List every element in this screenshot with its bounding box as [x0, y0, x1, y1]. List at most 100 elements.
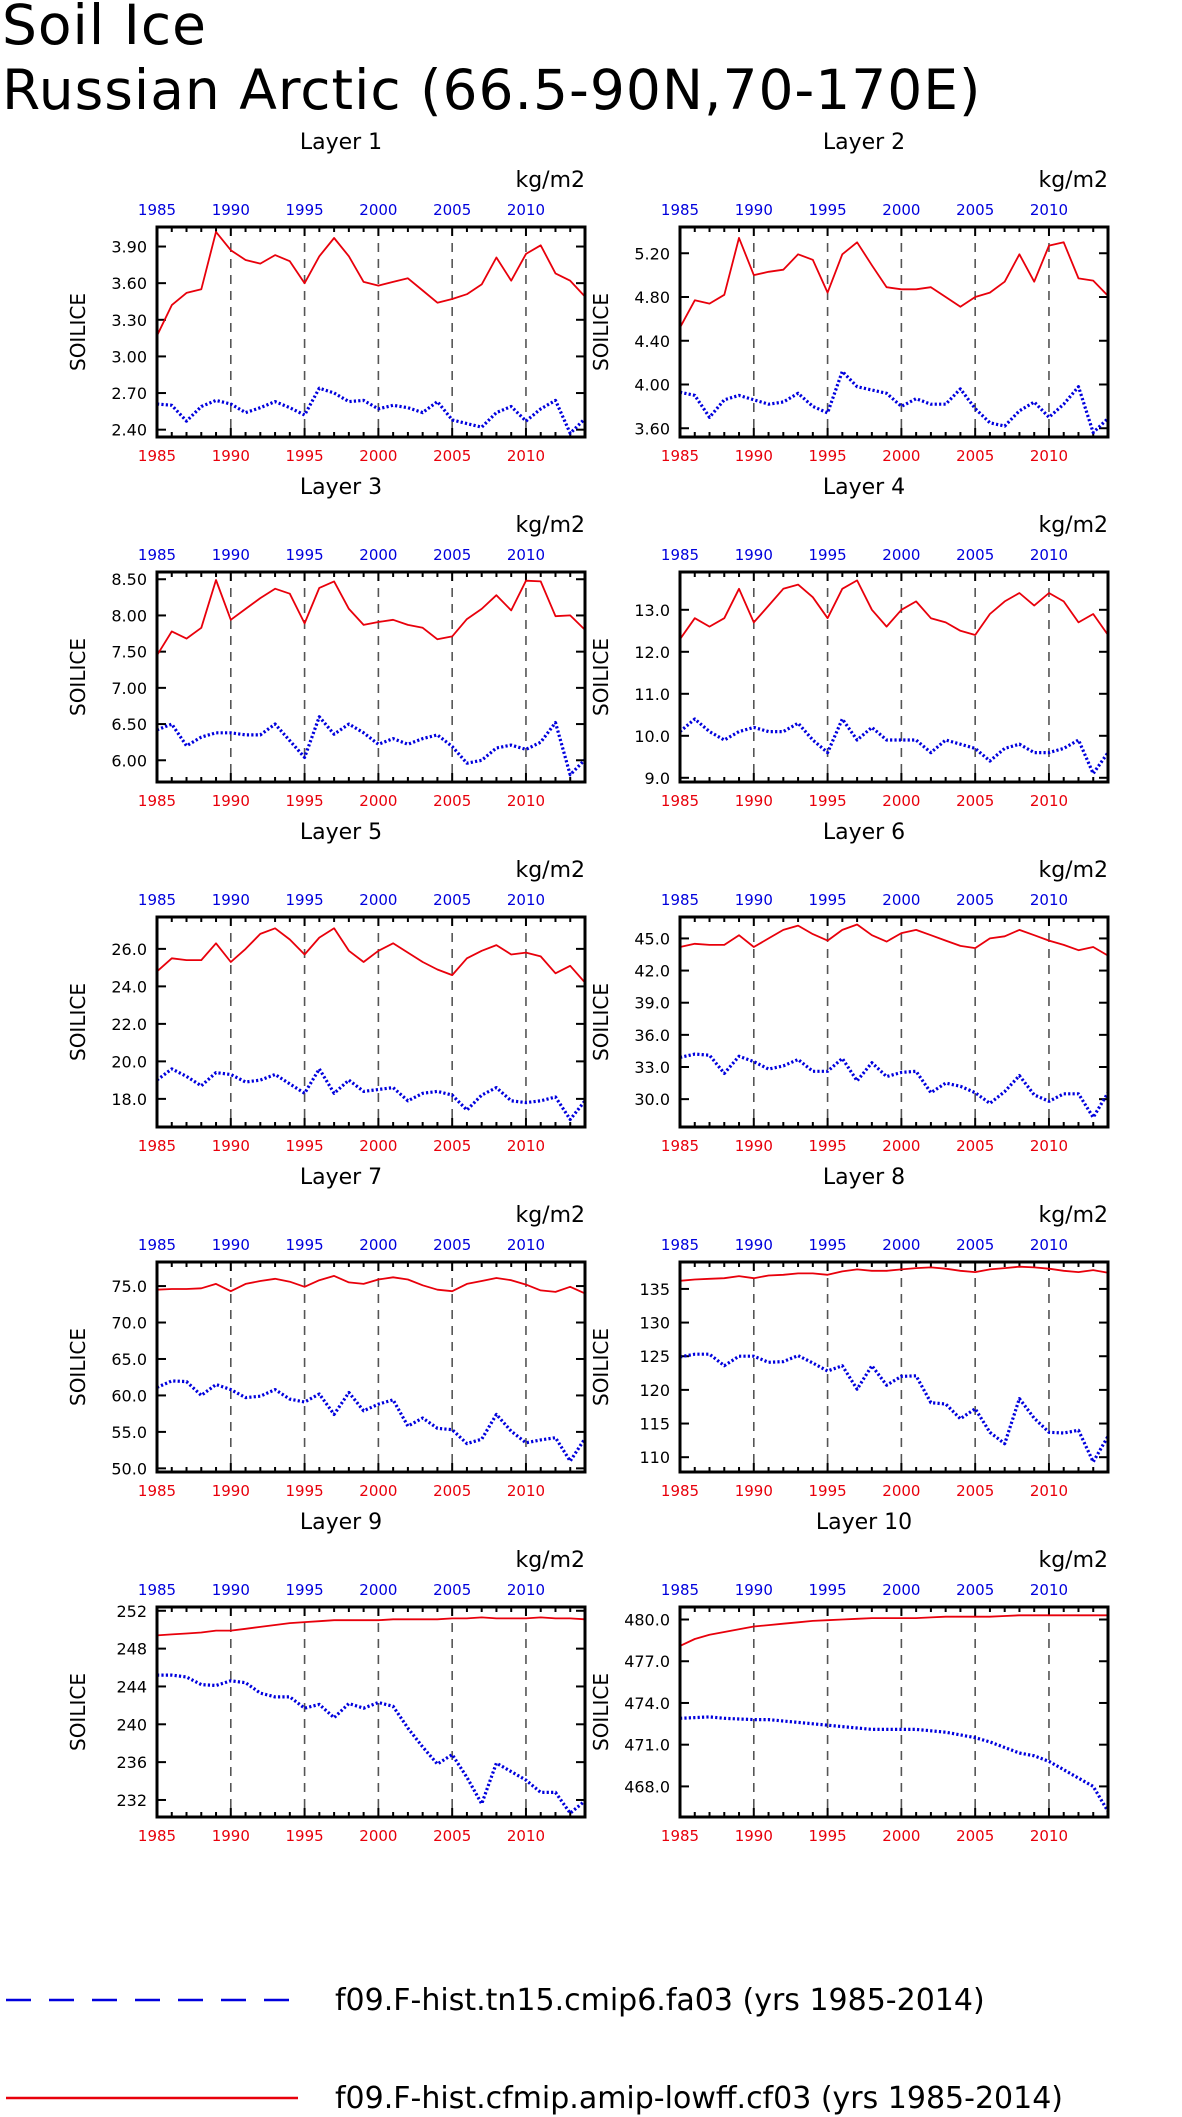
x-tick-label-bottom: 1995	[285, 1482, 323, 1500]
x-tick-label-top: 1990	[212, 201, 250, 219]
x-tick-label-bottom: 1990	[212, 792, 250, 810]
y-axis-label: SOILICE	[66, 1328, 90, 1406]
y-tick-label: 33.0	[634, 1058, 670, 1077]
x-tick-label-bottom: 2010	[1030, 1482, 1068, 1500]
x-tick-label-top: 1990	[212, 546, 250, 564]
x-tick-label-top: 1985	[661, 546, 699, 564]
y-tick-label: 11.0	[634, 685, 670, 704]
x-tick-label-top: 2005	[956, 1581, 994, 1599]
y-tick-label: 39.0	[634, 994, 670, 1013]
units-label: kg/m2	[1038, 858, 1108, 883]
y-tick-label: 248	[116, 1640, 147, 1659]
y-tick-label: 236	[116, 1753, 147, 1772]
panel-title: Layer 9	[300, 1510, 382, 1535]
x-tick-label-bottom: 2000	[359, 447, 397, 465]
x-tick-label-top: 1990	[735, 201, 773, 219]
x-tick-label-top: 1985	[138, 1236, 176, 1254]
y-tick-label: 7.00	[111, 679, 147, 698]
series-line-fa03	[157, 1673, 587, 1815]
x-tick-label-top: 2000	[882, 201, 920, 219]
x-tick-label-bottom: 1985	[661, 1827, 699, 1845]
x-tick-label-top: 1995	[285, 546, 323, 564]
x-tick-label-top: 1995	[285, 1581, 323, 1599]
x-tick-label-bottom: 1985	[138, 1827, 176, 1845]
x-tick-label-top: 2000	[882, 1236, 920, 1254]
plot-frame	[155, 1605, 587, 1819]
y-tick-label: 18.0	[111, 1090, 147, 1109]
series-line-fa03	[156, 386, 587, 435]
x-tick-label-bottom: 1990	[212, 1827, 250, 1845]
x-tick-label-bottom: 1995	[285, 1137, 323, 1155]
x-tick-label-bottom: 2000	[359, 1137, 397, 1155]
x-tick-label-bottom: 1985	[138, 1482, 176, 1500]
x-tick-label-bottom: 1995	[808, 1137, 846, 1155]
y-axis-label: SOILICE	[589, 293, 613, 371]
x-tick-label-bottom: 2000	[882, 1827, 920, 1845]
x-tick-label-bottom: 2010	[507, 792, 545, 810]
chart-panel-7: Layer 7 kg/m2 SOILICE 1985 1985 1990 1990 1995 1…	[66, 1165, 587, 1500]
panel-title: Layer 7	[300, 1165, 382, 1190]
x-tick-label-bottom: 1985	[661, 447, 699, 465]
x-tick-label-bottom: 1985	[661, 792, 699, 810]
chart-panel-1: Layer 1 kg/m2 SOILICE 1985 1985 1990 1990 1995 1…	[66, 130, 587, 465]
y-tick-label: 240	[116, 1715, 147, 1734]
y-tick-label: 42.0	[634, 962, 670, 981]
units-label: kg/m2	[515, 168, 585, 193]
y-tick-label: 110	[639, 1448, 670, 1467]
y-tick-label: 135	[639, 1280, 670, 1299]
series-line-cf03	[679, 1614, 1108, 1647]
x-tick-label-top: 2005	[956, 546, 994, 564]
x-tick-label-top: 2000	[882, 891, 920, 909]
x-tick-label-top: 1995	[808, 1581, 846, 1599]
y-axis-label: SOILICE	[66, 638, 90, 716]
y-tick-label: 10.0	[634, 727, 670, 746]
y-tick-label: 55.0	[111, 1423, 147, 1442]
x-tick-label-top: 2005	[433, 201, 471, 219]
x-tick-label-bottom: 2000	[359, 792, 397, 810]
plot-frame	[678, 225, 1110, 439]
figure-title-line2: Russian Arctic (66.5-90N,70-170E)	[2, 58, 981, 122]
series-line-fa03	[156, 715, 587, 777]
x-tick-label-bottom: 2000	[882, 447, 920, 465]
units-label: kg/m2	[1038, 1203, 1108, 1228]
series-line-cf03	[156, 927, 586, 984]
y-tick-label: 5.20	[634, 244, 670, 263]
x-tick-label-bottom: 1985	[661, 1482, 699, 1500]
x-tick-label-top: 2010	[1030, 546, 1068, 564]
x-tick-label-top: 1995	[808, 1236, 846, 1254]
x-tick-label-top: 2010	[507, 546, 545, 564]
x-tick-label-top: 2005	[956, 891, 994, 909]
y-tick-label: 8.50	[111, 570, 147, 589]
x-tick-label-bottom: 1990	[735, 792, 773, 810]
y-tick-label: 70.0	[111, 1314, 147, 1333]
x-tick-label-bottom: 2000	[359, 1482, 397, 1500]
y-tick-label: 60.0	[111, 1386, 147, 1405]
plot-frame	[678, 1260, 1110, 1474]
x-tick-label-top: 1990	[212, 1581, 250, 1599]
y-tick-label: 13.0	[634, 601, 670, 620]
y-tick-label: 65.0	[111, 1350, 147, 1369]
y-axis-label: SOILICE	[589, 983, 613, 1061]
plot-frame	[155, 1260, 587, 1474]
y-axis-label: SOILICE	[589, 638, 613, 716]
series-line-fa03	[678, 717, 1110, 776]
y-tick-label: 7.50	[111, 643, 147, 662]
series-line-cf03	[679, 923, 1109, 957]
y-tick-label: 130	[639, 1314, 670, 1333]
x-tick-label-bottom: 2005	[956, 792, 994, 810]
y-tick-label: 24.0	[111, 977, 147, 996]
chart-panel-5: Layer 5 kg/m2 SOILICE 1985 1985 1990 1990 1995 1…	[66, 820, 587, 1155]
x-tick-label-bottom: 1995	[808, 1482, 846, 1500]
y-tick-label: 3.30	[111, 311, 147, 330]
x-tick-label-bottom: 1985	[138, 447, 176, 465]
y-axis-label: SOILICE	[589, 1673, 613, 1751]
panel-title: Layer 3	[300, 475, 382, 500]
panel-title: Layer 1	[300, 130, 382, 155]
y-tick-label: 26.0	[111, 940, 147, 959]
panel-title: Layer 6	[823, 820, 905, 845]
y-tick-label: 232	[116, 1791, 147, 1810]
x-tick-label-top: 1985	[661, 1581, 699, 1599]
x-tick-label-bottom: 2005	[433, 1827, 471, 1845]
x-tick-label-top: 2005	[433, 1581, 471, 1599]
